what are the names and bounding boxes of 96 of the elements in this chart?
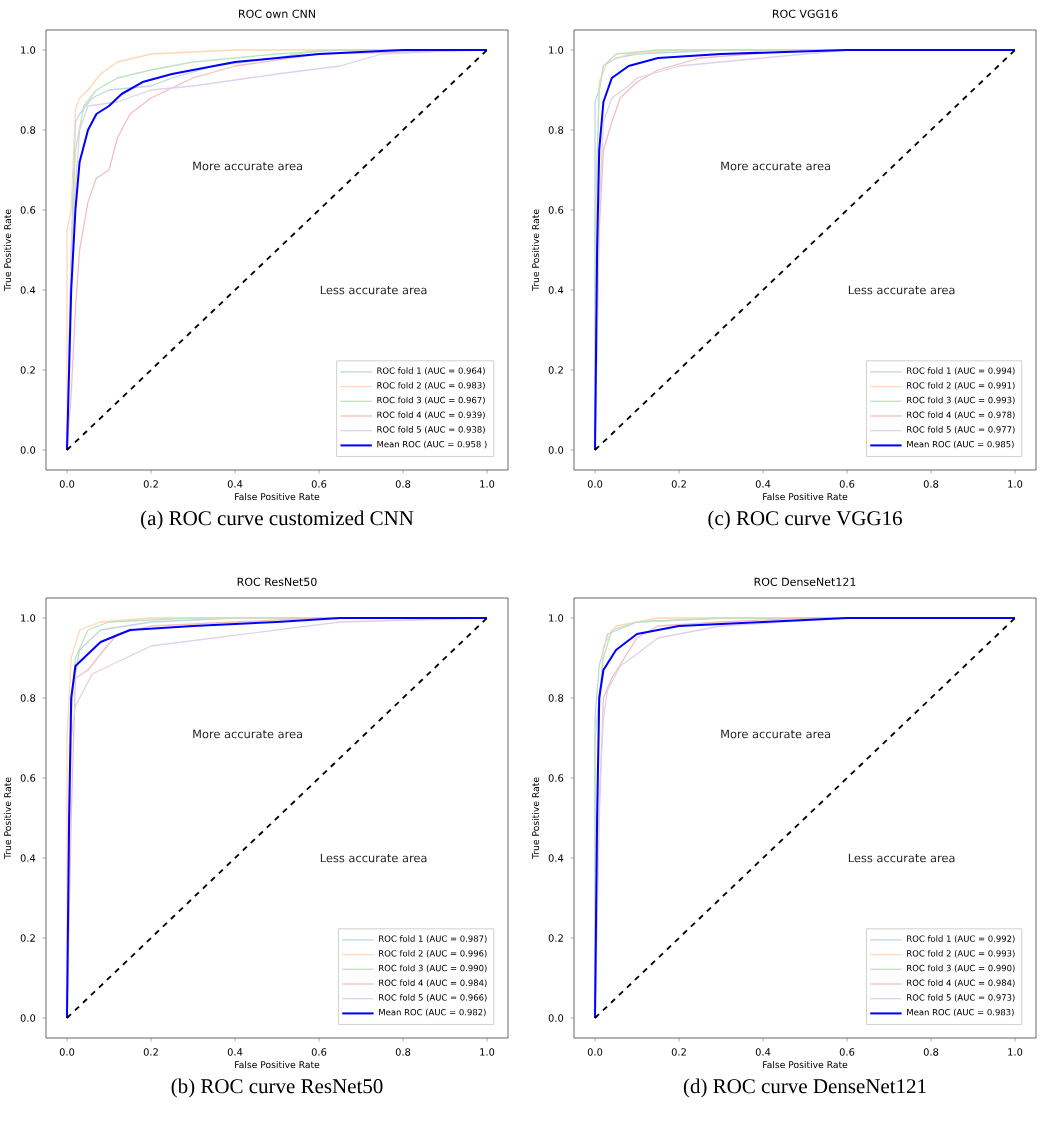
legend-label: ROC fold 1 (AUC = 0.992) xyxy=(907,935,1015,943)
legend-label: ROC fold 2 (AUC = 0.991) xyxy=(907,381,1015,390)
x-tick-label: 0.4 xyxy=(755,1048,771,1056)
legend-label: ROC fold 2 (AUC = 0.993) xyxy=(907,949,1015,958)
y-tick-label: 0.0 xyxy=(548,1014,564,1022)
x-tick-label: 0.2 xyxy=(143,1048,158,1056)
y-axis-title: True Positive Rate xyxy=(3,209,12,292)
x-axis-title: False Positive Rate xyxy=(763,492,848,501)
x-tick-label: 0.2 xyxy=(671,480,686,488)
legend-label: ROC fold 4 (AUC = 0.978) xyxy=(907,411,1015,419)
y-tick-label: 1.0 xyxy=(549,614,564,622)
legend-label: ROC fold 3 (AUC = 0.990) xyxy=(379,964,487,973)
annotation: Less accurate area xyxy=(848,285,955,295)
x-tick-label: 0.0 xyxy=(587,480,603,488)
x-tick-label: 0.6 xyxy=(839,1048,855,1056)
y-tick-label: 0.4 xyxy=(548,854,564,862)
x-tick-label: 0.0 xyxy=(587,1048,603,1056)
y-tick-label: 0.4 xyxy=(20,854,36,862)
chart-title: ROC ResNet50 xyxy=(237,577,317,586)
legend-label: ROC fold 3 (AUC = 0.993) xyxy=(907,396,1015,405)
x-tick-label: 0.8 xyxy=(923,1048,939,1056)
x-tick-label: 0.0 xyxy=(59,1048,75,1056)
y-tick-label: 0.6 xyxy=(20,774,36,782)
x-axis-title: False Positive Rate xyxy=(235,1060,320,1069)
y-axis-title: True Positive Rate xyxy=(531,777,540,860)
legend-label: Mean ROC (AUC = 0.958 ) xyxy=(377,440,487,449)
x-tick-label: 0.2 xyxy=(143,480,158,488)
legend-label: ROC fold 5 (AUC = 0.977) xyxy=(907,426,1015,434)
text: (b) ROC curve ResNet50 xyxy=(171,1078,383,1098)
annotation: More accurate area xyxy=(721,729,831,739)
y-tick-label: 0.2 xyxy=(548,934,563,942)
x-tick-label: 0.4 xyxy=(755,480,771,488)
x-tick-label: 0.0 xyxy=(59,480,75,488)
legend-label: ROC fold 1 (AUC = 0.994) xyxy=(907,367,1015,375)
x-tick-label: 0.8 xyxy=(395,1048,411,1056)
y-tick-label: 0.2 xyxy=(548,366,563,374)
chart-title: ROC own CNN xyxy=(239,9,315,18)
y-tick-label: 0.0 xyxy=(548,446,564,454)
x-tick-label: 0.2 xyxy=(671,1048,686,1056)
legend-label: ROC fold 5 (AUC = 0.973) xyxy=(907,994,1015,1002)
legend-label: ROC fold 5 (AUC = 0.966) xyxy=(379,994,487,1002)
legend-label: ROC fold 1 (AUC = 0.964) xyxy=(377,367,485,375)
y-tick-label: 1.0 xyxy=(21,614,36,622)
legend-label: Mean ROC (AUC = 0.985) xyxy=(907,440,1014,449)
y-tick-label: 0.6 xyxy=(548,206,564,214)
x-tick-label: 0.4 xyxy=(227,1048,243,1056)
text: (a) ROC curve customized CNN xyxy=(141,510,414,530)
x-tick-label: 1.0 xyxy=(480,480,495,488)
legend-label: ROC fold 2 (AUC = 0.983) xyxy=(377,381,485,390)
y-tick-label: 0.0 xyxy=(20,1014,36,1022)
y-tick-label: 1.0 xyxy=(549,46,564,54)
y-tick-label: 1.0 xyxy=(21,46,36,54)
y-tick-label: 0.8 xyxy=(20,126,36,134)
legend-label: ROC fold 5 (AUC = 0.938) xyxy=(377,426,485,434)
x-tick-label: 1.0 xyxy=(480,1048,495,1056)
legend-label: ROC fold 1 (AUC = 0.987) xyxy=(379,935,487,943)
legend-label: ROC fold 3 (AUC = 0.967) xyxy=(377,396,485,405)
x-axis-title: False Positive Rate xyxy=(763,1060,848,1069)
annotation: Less accurate area xyxy=(320,853,427,863)
annotation: More accurate area xyxy=(193,729,303,739)
legend-label: Mean ROC (AUC = 0.983) xyxy=(907,1008,1014,1017)
y-tick-label: 0.4 xyxy=(548,286,564,294)
legend-label: ROC fold 4 (AUC = 0.939) xyxy=(377,411,485,419)
x-tick-label: 0.6 xyxy=(839,480,855,488)
chart-title: ROC VGG16 xyxy=(772,9,838,18)
annotation: Less accurate area xyxy=(848,853,955,863)
annotation: More accurate area xyxy=(193,161,303,171)
x-tick-label: 1.0 xyxy=(1008,1048,1023,1056)
x-tick-label: 0.4 xyxy=(227,480,243,488)
y-tick-label: 0.2 xyxy=(20,366,35,374)
y-axis-title: True Positive Rate xyxy=(3,777,12,860)
y-tick-label: 0.0 xyxy=(20,446,36,454)
annotation: More accurate area xyxy=(721,161,831,171)
legend-label: Mean ROC (AUC = 0.982) xyxy=(379,1008,486,1017)
y-axis-title: True Positive Rate xyxy=(531,209,540,292)
x-tick-label: 0.8 xyxy=(395,480,411,488)
y-tick-label: 0.8 xyxy=(20,694,36,702)
text: (c) ROC curve VGG16 xyxy=(708,510,902,530)
x-axis-title: False Positive Rate xyxy=(235,492,320,501)
y-tick-label: 0.2 xyxy=(20,934,35,942)
x-tick-label: 0.8 xyxy=(923,480,939,488)
chart-title: ROC DenseNet121 xyxy=(754,577,856,586)
x-tick-label: 1.0 xyxy=(1008,480,1023,488)
y-tick-label: 0.4 xyxy=(20,286,36,294)
legend-label: ROC fold 3 (AUC = 0.990) xyxy=(907,964,1015,973)
annotation: Less accurate area xyxy=(320,285,427,295)
text: (d) ROC curve DenseNet121 xyxy=(683,1078,926,1098)
legend-label: ROC fold 2 (AUC = 0.996) xyxy=(379,949,487,958)
x-tick-label: 0.6 xyxy=(311,1048,327,1056)
x-tick-label: 0.6 xyxy=(311,480,327,488)
y-tick-label: 0.6 xyxy=(548,774,564,782)
y-tick-label: 0.6 xyxy=(20,206,36,214)
legend-label: ROC fold 4 (AUC = 0.984) xyxy=(907,979,1015,987)
y-tick-label: 0.8 xyxy=(548,694,564,702)
legend-label: ROC fold 4 (AUC = 0.984) xyxy=(379,979,487,987)
y-tick-label: 0.8 xyxy=(548,126,564,134)
